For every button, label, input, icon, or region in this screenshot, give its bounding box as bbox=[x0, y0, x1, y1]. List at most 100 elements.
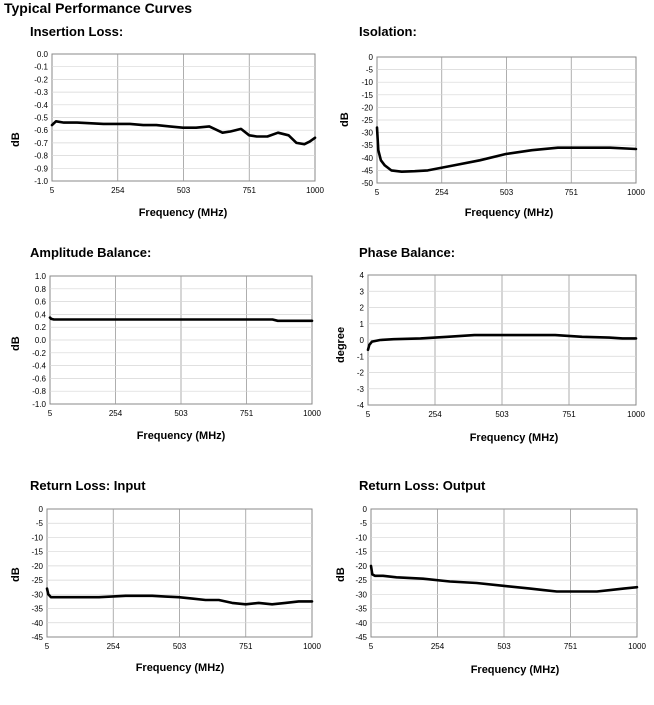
y-tick-label: 1.0 bbox=[35, 272, 47, 281]
series-line bbox=[48, 316, 314, 323]
x-tick-label: 751 bbox=[243, 186, 257, 195]
x-tick-label: 503 bbox=[173, 642, 187, 651]
chart-svg: 5 254 503 751 1000 0 -5 -10 -15 -20 -25 -30 -35 -40 -4… bbox=[355, 505, 646, 651]
y-tick-label: -30 bbox=[31, 590, 43, 599]
chart-panel: Amplitude Balance: 5 254 503 751 1000 1.0 0.8 0.… bbox=[0, 243, 327, 473]
y-tick-label: 1 bbox=[360, 320, 365, 329]
y-tick-label: 0 bbox=[369, 53, 374, 62]
y-tick-label: -1.0 bbox=[34, 177, 48, 186]
y-axis-label: degree bbox=[335, 326, 347, 363]
y-tick-label: -25 bbox=[361, 116, 373, 125]
series-line bbox=[375, 126, 638, 173]
chart-panel: Return Loss: Output 5 254 503 751 1000 0 -5 -10 -… bbox=[327, 475, 654, 705]
series-line bbox=[45, 587, 314, 606]
x-tick-label: 5 bbox=[369, 642, 374, 651]
y-tick-label: -0.9 bbox=[34, 164, 48, 173]
y-tick-label: 0 bbox=[363, 505, 368, 514]
x-tick-label: 1000 bbox=[627, 410, 645, 419]
page-title: Typical Performance Curves bbox=[4, 0, 193, 16]
y-tick-label: -25 bbox=[355, 576, 367, 585]
y-tick-label: -45 bbox=[355, 633, 367, 642]
x-tick-label: 1000 bbox=[627, 188, 645, 197]
y-tick-label: 0 bbox=[360, 336, 365, 345]
series-line bbox=[366, 333, 638, 352]
x-tick-label: 5 bbox=[48, 409, 53, 418]
y-tick-label: -0.8 bbox=[32, 387, 46, 396]
y-tick-label: -10 bbox=[31, 533, 43, 542]
y-tick-label: 0.6 bbox=[35, 298, 47, 307]
y-tick-label: -35 bbox=[31, 605, 43, 614]
y-tick-label: -0.2 bbox=[34, 75, 48, 84]
y-tick-label: -40 bbox=[361, 154, 373, 163]
y-tick-label: -35 bbox=[355, 605, 367, 614]
y-tick-label: -0.3 bbox=[34, 88, 48, 97]
chart-title: Insertion Loss: bbox=[30, 24, 124, 39]
x-tick-label: 503 bbox=[497, 642, 511, 651]
chart-title: Isolation: bbox=[359, 24, 417, 39]
y-axis-label: dB bbox=[10, 336, 22, 351]
y-tick-label: -5 bbox=[366, 66, 374, 75]
x-tick-label: 751 bbox=[239, 642, 253, 651]
x-axis-label: Frequency (MHz) bbox=[470, 664, 560, 676]
y-tick-label: 0 bbox=[39, 505, 44, 514]
x-tick-label: 1000 bbox=[303, 409, 321, 418]
y-tick-label: -0.8 bbox=[34, 152, 48, 161]
x-axis-label: Frequency (MHz) bbox=[469, 432, 559, 444]
y-tick-label: -15 bbox=[355, 548, 367, 557]
y-tick-label: 0.0 bbox=[35, 336, 47, 345]
y-tick-label: -0.4 bbox=[32, 362, 46, 371]
y-tick-label: -30 bbox=[361, 129, 373, 138]
y-tick-label: -15 bbox=[31, 548, 43, 557]
y-tick-label: -10 bbox=[355, 533, 367, 542]
y-tick-label: -20 bbox=[361, 103, 373, 112]
y-tick-label: 0.0 bbox=[37, 50, 49, 59]
x-axis-label: Frequency (MHz) bbox=[464, 207, 554, 219]
x-tick-label: 751 bbox=[565, 188, 579, 197]
x-tick-label: 254 bbox=[428, 410, 442, 419]
chart-panel: Return Loss: Input 5 254 503 751 1000 0 -5 -10 -1… bbox=[0, 475, 327, 705]
y-axis-label: dB bbox=[10, 132, 22, 147]
y-tick-label: -5 bbox=[36, 519, 44, 528]
y-tick-label: -1.0 bbox=[32, 400, 46, 409]
y-tick-label: 0.8 bbox=[35, 285, 47, 294]
x-tick-label: 1000 bbox=[306, 186, 324, 195]
y-tick-label: 3 bbox=[360, 287, 365, 296]
chart-svg: 5 254 503 751 1000 1.0 0.8 0.6 0.4 0.2 0.0 -0.2 -0.4… bbox=[32, 272, 321, 418]
y-tick-label: -3 bbox=[357, 385, 365, 394]
y-tick-label: -0.6 bbox=[32, 374, 46, 383]
y-tick-label: -25 bbox=[31, 576, 43, 585]
chart-title: Amplitude Balance: bbox=[30, 245, 152, 260]
chart-svg: 5 254 503 751 1000 0 -5 -10 -15 -20 -25 -30 -35 -40 -4… bbox=[361, 53, 645, 197]
x-tick-label: 1000 bbox=[628, 642, 646, 651]
x-tick-label: 5 bbox=[375, 188, 380, 197]
x-tick-label: 5 bbox=[50, 186, 55, 195]
x-tick-label: 254 bbox=[107, 642, 121, 651]
y-tick-label: -0.2 bbox=[32, 349, 46, 358]
y-tick-label: 4 bbox=[360, 271, 365, 280]
chart-svg: 5 254 503 751 1000 0 -5 -10 -15 -20 -25 -30 -35 -40 -4… bbox=[31, 505, 321, 651]
x-tick-label: 5 bbox=[45, 642, 50, 651]
y-tick-label: -0.7 bbox=[34, 139, 48, 148]
y-tick-label: -5 bbox=[360, 519, 368, 528]
chart-svg: 5 254 503 751 1000 4 3 2 1 0 -1 -2 -3 -4 bbox=[357, 271, 646, 419]
y-tick-label: -0.4 bbox=[34, 101, 48, 110]
y-tick-label: -20 bbox=[31, 562, 43, 571]
y-tick-label: -10 bbox=[361, 78, 373, 87]
y-tick-label: 0.4 bbox=[35, 310, 47, 319]
chart-panel: Isolation: 5 254 503 751 1000 0 -5 -10 -15 -20 -25 -… bbox=[327, 20, 654, 250]
x-axis-label: Frequency (MHz) bbox=[138, 207, 228, 219]
chart-title: Return Loss: Input bbox=[30, 478, 146, 493]
chart-svg: 5 254 503 751 1000 0.0 -0.1 -0.2 -0.3 -0.4 -0.5 -0.… bbox=[34, 50, 324, 195]
y-tick-label: -45 bbox=[361, 166, 373, 175]
y-tick-label: 2 bbox=[360, 304, 365, 313]
x-tick-label: 5 bbox=[366, 410, 371, 419]
series-line bbox=[369, 564, 639, 593]
y-tick-label: -50 bbox=[361, 179, 373, 188]
y-tick-label: -30 bbox=[355, 590, 367, 599]
series-line bbox=[50, 120, 317, 146]
chart-title: Return Loss: Output bbox=[359, 478, 486, 493]
x-tick-label: 254 bbox=[431, 642, 445, 651]
chart-panel: Phase Balance: 5 254 503 751 1000 4 3 2 1 0 -1 -2 -3 -… bbox=[327, 243, 654, 473]
chart-title: Phase Balance: bbox=[359, 245, 456, 260]
y-tick-label: 0.2 bbox=[35, 323, 47, 332]
